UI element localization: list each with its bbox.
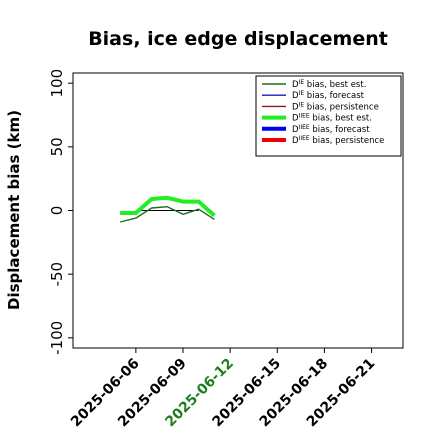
legend-entry: DIE bias, persistence bbox=[292, 101, 379, 112]
legend-entry: DIE bias, forecast bbox=[292, 90, 365, 101]
y-tick-label: 50 bbox=[48, 137, 66, 156]
y-tick-label: 0 bbox=[48, 206, 66, 216]
series-line-0 bbox=[119, 205, 215, 223]
y-axis: -100 -50 0 50 100 bbox=[48, 69, 73, 355]
y-tick-label: 100 bbox=[48, 69, 66, 98]
legend: DIE bias, best est.DIE bias, forecastDIE… bbox=[255, 75, 402, 157]
y-tick-label: -100 bbox=[48, 321, 66, 355]
series-line-3 bbox=[120, 195, 216, 218]
legend-entry: DIIEE bias, forecast bbox=[292, 124, 370, 135]
chart-title: Bias, ice edge displacement bbox=[88, 28, 388, 50]
x-axis: 2025-06-062025-06-092025-06-122025-06-15… bbox=[68, 348, 378, 430]
plot-area bbox=[119, 195, 216, 223]
y-axis-label: Displacement bias (km) bbox=[5, 110, 23, 310]
legend-entry: DIE bias, best est. bbox=[292, 79, 366, 90]
legend-entry: DIIEE bias, best est. bbox=[292, 113, 372, 124]
y-tick-label: -50 bbox=[48, 262, 66, 287]
legend-entry: DIIEE bias, persistence bbox=[292, 135, 384, 146]
